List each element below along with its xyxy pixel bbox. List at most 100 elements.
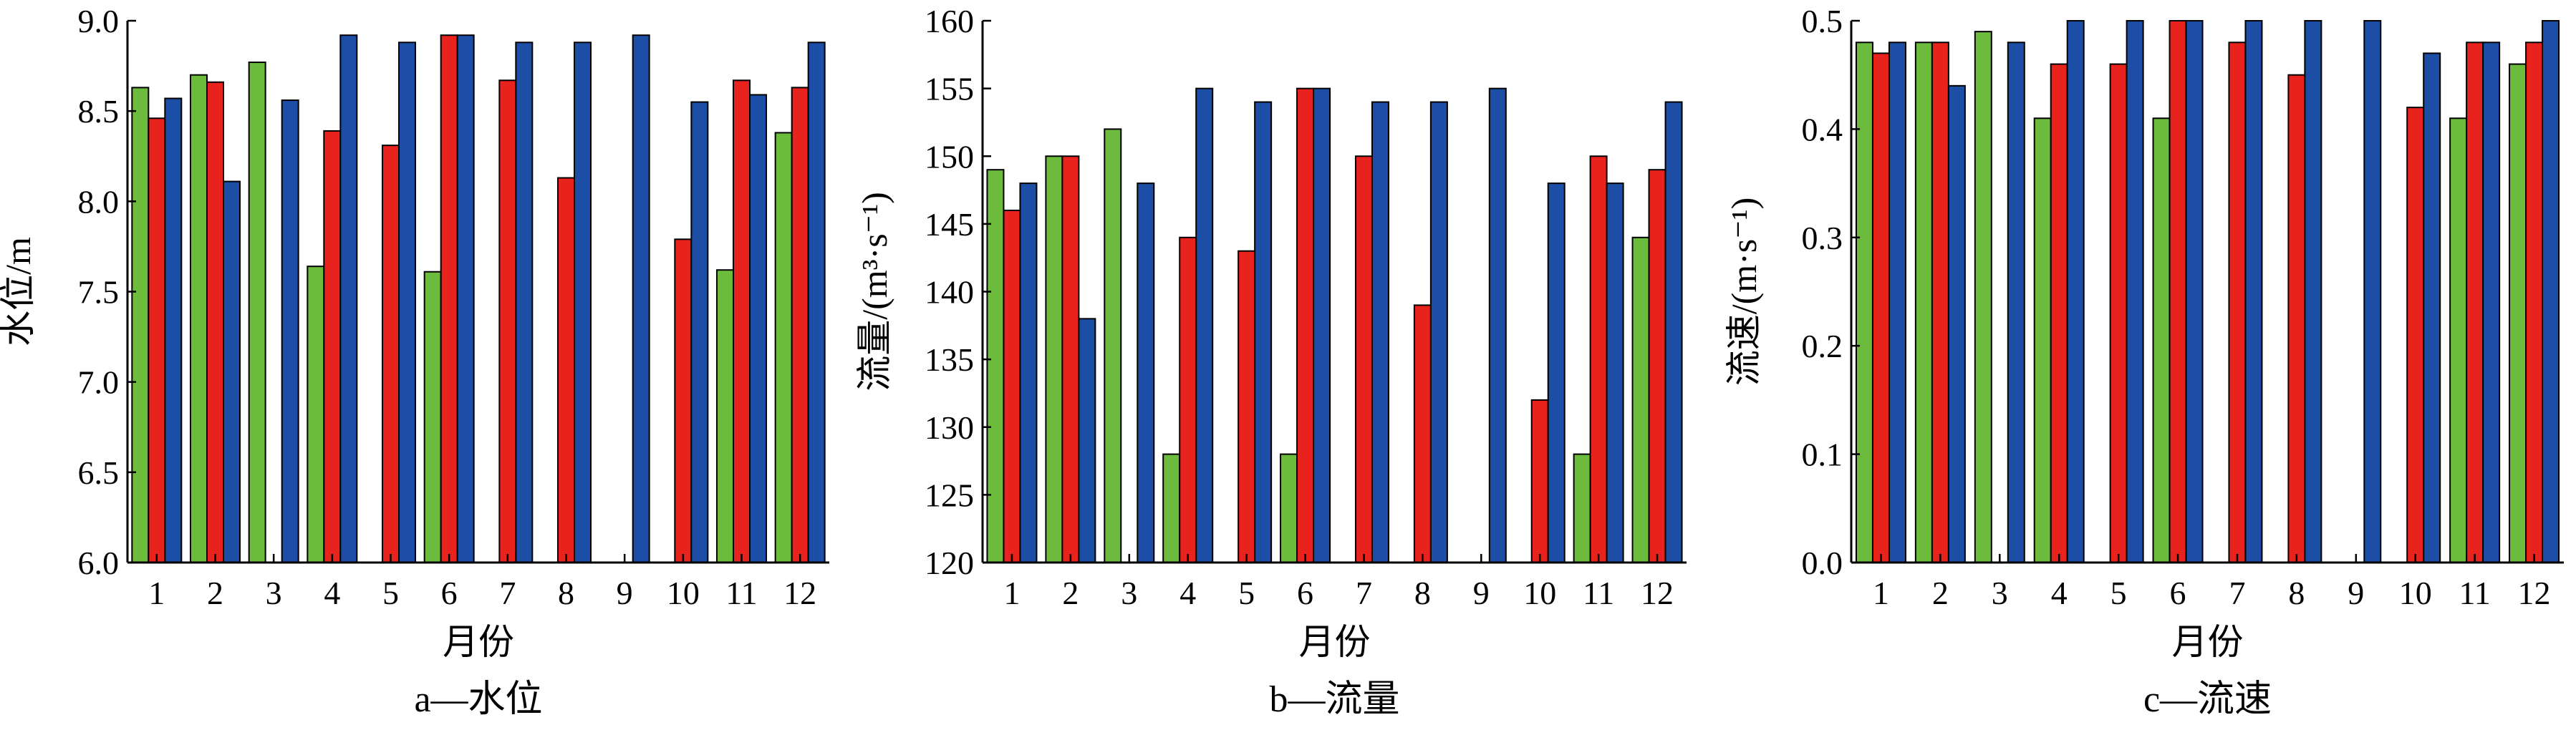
bar-blue-month-9 [632, 34, 650, 564]
x-tick-label: 12 [783, 575, 816, 611]
bar-blue-month-9 [1488, 87, 1507, 563]
bar-red-month-4 [323, 130, 342, 563]
bar-red-month-4 [2050, 63, 2068, 563]
bar-red-month-11 [2466, 42, 2484, 563]
x-tick-label: 6 [441, 575, 458, 611]
x-tick-label: 7 [1356, 575, 1372, 611]
x-tick-label: 10 [2399, 575, 2432, 611]
x-tick-label: 4 [324, 575, 340, 611]
y-tick-label: 160 [925, 3, 974, 39]
y-tick-label: 125 [925, 477, 974, 513]
bar-red-month-6 [1296, 87, 1315, 563]
x-tick-label: 1 [148, 575, 165, 611]
y-tick-label: 0.5 [1802, 3, 1843, 39]
bar-red-month-7 [1354, 155, 1373, 563]
x-tick-label: 6 [1297, 575, 1313, 611]
bar-blue-month-9 [2363, 20, 2382, 563]
bar-green-month-4 [1162, 453, 1181, 563]
x-tick-label: 8 [2288, 575, 2305, 611]
bar-blue-month-10 [2423, 52, 2441, 564]
y-tick-label: 0.0 [1802, 545, 1843, 581]
x-tick-label: 7 [2229, 575, 2245, 611]
x-tick-label: 8 [558, 575, 574, 611]
bar-blue-month-10 [1547, 182, 1566, 564]
y-tick-label: 7.0 [78, 364, 120, 401]
bar-blue-month-1 [164, 97, 183, 563]
x-axis-title: 月份 [1299, 622, 1371, 662]
x-tick-label: 3 [1992, 575, 2008, 611]
y-axis-title: 流量/(m³·s⁻¹) [854, 192, 894, 391]
y-tick-label: 130 [925, 409, 974, 446]
bar-green-month-3 [1104, 128, 1122, 563]
x-tick-label: 2 [207, 575, 223, 611]
bar-red-month-5 [2109, 63, 2128, 563]
bar-blue-month-12 [2542, 20, 2560, 563]
x-tick-label: 10 [1523, 575, 1556, 611]
y-tick-label: 0.2 [1802, 328, 1843, 364]
bar-blue-month-11 [749, 94, 767, 563]
bar-green-month-2 [1914, 42, 1933, 563]
bar-red-month-10 [1530, 399, 1549, 564]
bar-red-month-6 [2169, 20, 2187, 563]
panel-caption: b—流量 [1269, 679, 1399, 720]
x-axis-title: 月份 [2172, 622, 2244, 662]
bar-green-month-3 [1974, 31, 1992, 563]
bar-red-month-10 [2406, 107, 2425, 563]
bar-red-month-2 [1931, 42, 1949, 563]
bar-blue-month-7 [1371, 101, 1389, 564]
bar-red-month-4 [1179, 236, 1197, 563]
bar-green-month-2 [1045, 155, 1063, 563]
chart-panel-3: 0.00.10.20.30.40.51 2 3 4 5 6 7 8 9 10 11 12月份流速/(m… [1724, 3, 2564, 720]
x-tick-label: 5 [382, 575, 399, 611]
bar-blue-month-7 [2244, 20, 2263, 563]
bar-green-month-11 [1573, 453, 1591, 563]
bar-green-month-12 [2509, 63, 2527, 563]
y-tick-label: 145 [925, 206, 974, 243]
x-tick-label: 3 [266, 575, 282, 611]
x-tick-label: 2 [1932, 575, 1949, 611]
x-tick-label: 4 [1180, 575, 1196, 611]
x-tick-label: 10 [667, 575, 700, 611]
bar-red-month-8 [2287, 74, 2306, 563]
bar-blue-month-4 [1195, 87, 1214, 563]
bar-blue-month-7 [515, 42, 534, 563]
y-tick-label: 140 [925, 274, 974, 311]
y-tick-label: 120 [925, 545, 974, 581]
bar-blue-month-2 [1078, 318, 1096, 563]
x-axis-title: 月份 [443, 622, 514, 662]
x-tick-label: 6 [2170, 575, 2186, 611]
bar-blue-month-1 [1019, 182, 1038, 564]
y-tick-label: 135 [925, 341, 974, 378]
y-tick-label: 0.4 [1802, 111, 1843, 147]
bar-green-month-2 [190, 74, 208, 563]
bar-blue-month-6 [2185, 20, 2204, 563]
x-tick-label: 1 [1003, 575, 1020, 611]
x-tick-label: 12 [1641, 575, 1674, 611]
bar-blue-month-1 [1888, 42, 1906, 563]
bar-blue-month-6 [456, 34, 475, 564]
bar-blue-month-12 [807, 42, 826, 563]
y-tick-label: 0.1 [1802, 437, 1843, 473]
bar-blue-month-5 [1254, 101, 1273, 564]
x-tick-label: 9 [1473, 575, 1490, 611]
y-tick-label: 8.5 [78, 93, 120, 130]
bar-red-month-7 [498, 79, 517, 563]
bar-green-month-4 [307, 266, 325, 563]
y-axis-title: 流速/(m·s⁻¹) [1724, 198, 1764, 386]
bar-blue-month-12 [1664, 101, 1683, 564]
bar-red-month-11 [733, 79, 751, 563]
bar-red-month-12 [1648, 169, 1666, 564]
y-tick-label: 155 [925, 71, 974, 107]
bar-blue-month-3 [2007, 42, 2025, 563]
bar-red-month-2 [1061, 155, 1080, 563]
x-tick-label: 4 [2051, 575, 2068, 611]
bar-green-month-1 [131, 87, 150, 563]
x-tick-label: 9 [2348, 575, 2364, 611]
bar-green-month-1 [986, 169, 1005, 564]
x-tick-label: 8 [1414, 575, 1431, 611]
bar-green-month-1 [1855, 42, 1873, 563]
bar-red-month-2 [206, 81, 224, 563]
bar-red-month-5 [382, 145, 400, 564]
